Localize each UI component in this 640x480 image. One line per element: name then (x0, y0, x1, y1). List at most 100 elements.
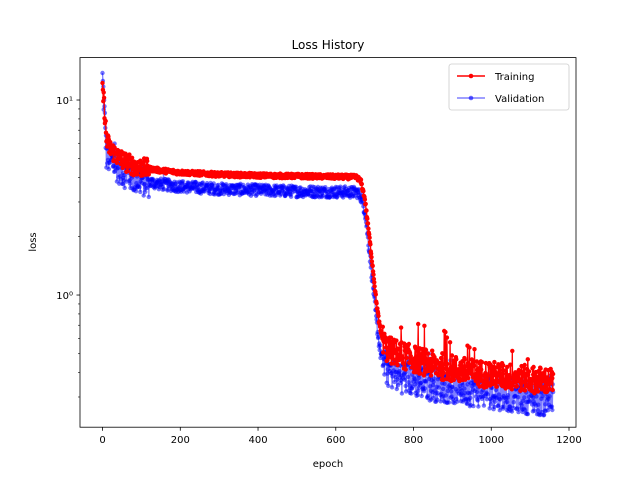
data-point-validation (460, 382, 465, 388)
legend-label: Validation (495, 94, 544, 105)
data-point-training (365, 216, 370, 221)
data-point-validation (505, 393, 511, 398)
data-point-training (367, 232, 372, 237)
data-point-training (145, 158, 150, 164)
data-point-validation (450, 396, 455, 402)
data-point-training (471, 358, 476, 363)
data-point-validation (501, 404, 507, 409)
data-point-validation (536, 402, 541, 407)
data-point-training (485, 373, 490, 378)
legend-marker (468, 95, 474, 101)
data-point-validation (468, 395, 473, 401)
data-point-training (368, 251, 374, 256)
data-point-validation (541, 412, 547, 417)
y-tick-label: 10⁰ (56, 291, 73, 302)
data-point-validation (137, 185, 142, 190)
data-point-validation (514, 406, 520, 411)
data-point-training (522, 362, 527, 368)
data-point-training (476, 374, 481, 379)
data-point-training (127, 152, 132, 157)
data-point-training (403, 367, 408, 372)
data-point-training (462, 357, 467, 362)
data-point-training (509, 387, 515, 392)
data-point-training (498, 379, 503, 384)
plot-area-frame (79, 57, 577, 428)
data-point-validation (520, 398, 526, 403)
data-point-validation (440, 386, 446, 392)
data-point-validation (100, 70, 105, 76)
data-point-training (376, 313, 381, 319)
data-point-training (442, 352, 448, 358)
data-point-training (528, 385, 534, 390)
data-point-validation (450, 384, 455, 390)
data-point-training (479, 360, 485, 365)
x-tick-label: 0 (99, 435, 105, 446)
data-point-validation (323, 185, 328, 190)
data-point-training (361, 188, 366, 194)
data-point-validation (540, 394, 545, 399)
data-point-training (524, 378, 529, 384)
data-point-training (103, 118, 108, 124)
data-point-validation (117, 181, 122, 186)
data-point-training (380, 324, 385, 329)
series-training (100, 80, 556, 396)
data-point-validation (376, 334, 381, 340)
data-point-training (452, 363, 458, 368)
data-point-training (412, 363, 417, 368)
data-point-training (388, 335, 394, 340)
data-point-training (531, 364, 536, 370)
data-point-validation (338, 184, 343, 189)
data-point-training (121, 160, 126, 165)
data-point-training (371, 272, 376, 277)
data-point-training (535, 389, 541, 394)
data-point-validation (462, 386, 467, 391)
data-point-validation (471, 403, 476, 409)
data-point-validation (394, 386, 399, 392)
data-point-validation (138, 189, 143, 195)
legend-entry-training: Training (457, 72, 534, 83)
data-point-validation (507, 404, 513, 409)
data-point-validation (180, 179, 186, 184)
data-point-training (370, 269, 376, 274)
data-point-validation (409, 391, 414, 396)
data-point-validation (224, 182, 229, 187)
data-point-training (101, 99, 106, 104)
data-point-validation (431, 395, 436, 400)
data-point-validation (377, 343, 383, 348)
data-point-validation (522, 407, 528, 413)
data-point-validation (419, 393, 424, 399)
data-point-training (398, 347, 403, 352)
data-point-training (383, 345, 389, 350)
data-point-training (363, 201, 368, 207)
data-point-validation (397, 369, 402, 374)
legend-entry-validation: Validation (457, 94, 544, 105)
data-point-training (466, 375, 471, 381)
data-point-training (490, 364, 495, 369)
data-point-validation (547, 394, 552, 399)
data-point-validation (454, 399, 460, 404)
data-point-training (522, 388, 528, 393)
data-point-training (497, 367, 502, 373)
legend: Training Validation (448, 63, 570, 111)
data-point-training (494, 384, 499, 389)
data-point-validation (449, 389, 454, 394)
data-point-training (477, 384, 482, 389)
x-tick-label: 200 (171, 435, 190, 446)
data-point-training (112, 145, 117, 150)
data-point-training (505, 364, 510, 370)
data-point-training (365, 221, 371, 226)
data-point-training (449, 369, 454, 374)
data-point-training (416, 365, 421, 370)
series-layer (100, 70, 556, 418)
data-point-training (381, 350, 386, 355)
data-point-training (447, 340, 453, 345)
data-point-validation (399, 391, 405, 396)
data-point-training (375, 306, 380, 311)
data-point-training (428, 373, 434, 378)
data-point-validation (416, 388, 421, 394)
data-point-training (401, 361, 406, 366)
data-point-training (101, 90, 106, 95)
data-point-training (388, 346, 393, 352)
data-point-training (114, 160, 120, 165)
